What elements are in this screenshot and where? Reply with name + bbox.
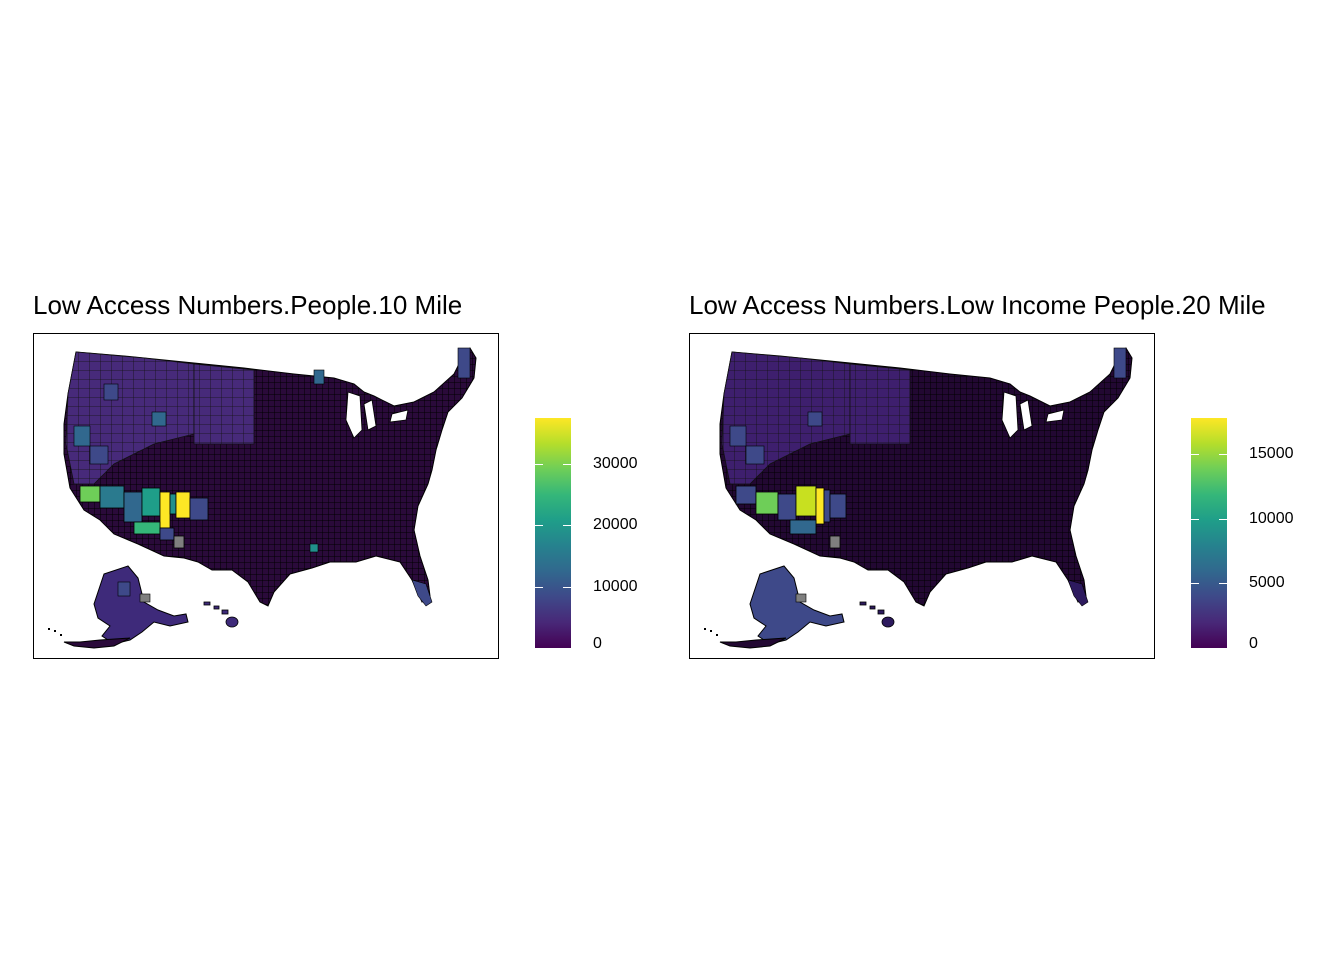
map-title: Low Access Numbers.People.10 Mile <box>33 290 463 320</box>
legend-tick-label: 10000 <box>593 577 638 595</box>
legend-tick-mark <box>1191 648 1199 649</box>
legend-tick-mark <box>1191 454 1199 456</box>
map-title: Low Access Numbers.Low Income People.20 … <box>689 290 1266 320</box>
legend-tick-mark <box>535 525 543 527</box>
map-frame <box>689 333 1155 659</box>
map-frame <box>33 333 499 659</box>
legend-tick-mark <box>1191 583 1199 585</box>
legend-tick-label: 15000 <box>1249 445 1294 463</box>
legend-tick-mark <box>1219 583 1227 585</box>
legend-tick-mark <box>563 648 571 649</box>
legend-tick-label: 5000 <box>1249 574 1285 592</box>
colorbar <box>535 418 571 648</box>
color-legend: 0 10000 20000 30000 <box>535 418 665 652</box>
legend-tick-mark <box>535 464 543 465</box>
legend-tick-mark <box>563 525 571 527</box>
map-panel-people-10-mile: Low Access Numbers.People.10 Mile <box>30 280 670 680</box>
legend-tick-mark <box>1219 454 1227 456</box>
hawaii-shape <box>203 601 239 628</box>
legend-tick-mark <box>1191 518 1199 520</box>
legend-tick-mark <box>563 586 571 588</box>
us-county-map <box>704 347 1133 649</box>
legend-tick-label: 0 <box>593 635 602 652</box>
us-county-map <box>48 347 477 649</box>
colorbar <box>1191 418 1227 648</box>
map-panel-low-income-20-mile: Low Access Numbers.Low Income People.20 … <box>686 280 1326 680</box>
legend-tick-label: 0 <box>1249 635 1258 652</box>
legend-tick-label: 10000 <box>1249 509 1294 527</box>
legend-tick-mark <box>563 464 571 465</box>
alaska-shape <box>93 565 189 645</box>
legend-tick-mark <box>1219 648 1227 649</box>
legend-tick-label: 30000 <box>593 455 638 472</box>
legend-tick-mark <box>535 586 543 588</box>
color-legend: 0 5000 10000 15000 <box>1191 418 1321 652</box>
legend-tick-label: 20000 <box>593 516 638 534</box>
legend-tick-mark <box>535 648 543 649</box>
legend-tick-mark <box>1219 518 1227 520</box>
